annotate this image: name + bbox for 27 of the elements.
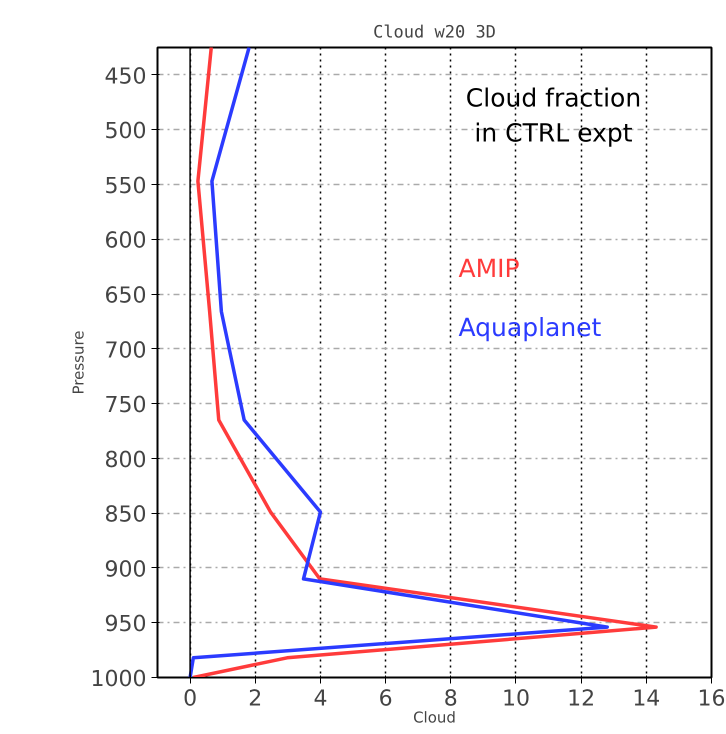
y-tick-label: 600 xyxy=(104,228,147,254)
annotation: Cloud fraction in CTRL expt xyxy=(466,84,642,148)
y-tick-label: 500 xyxy=(104,119,147,144)
y-tick-label: 800 xyxy=(104,448,147,473)
y-tick-label: 550 xyxy=(104,174,147,199)
x-tick-label: 2 xyxy=(248,686,262,712)
y-tick-label: 900 xyxy=(104,557,147,582)
x-tick-label: 16 xyxy=(698,686,726,712)
x-tick-label: 0 xyxy=(183,686,198,712)
x-tick-label: 14 xyxy=(632,686,660,712)
x-axis-title: Cloud xyxy=(413,708,456,726)
y-tick-label: 950 xyxy=(104,612,147,638)
x-tick-label: 8 xyxy=(444,686,458,712)
y-tick-label: 750 xyxy=(104,393,147,418)
y-tick-label: 700 xyxy=(104,338,147,364)
text: Aquaplanet xyxy=(458,313,602,342)
text: AMIP xyxy=(458,254,520,283)
y-tick-label: 650 xyxy=(104,284,147,309)
x-tick-label: 10 xyxy=(502,686,530,712)
y-tick-label: 850 xyxy=(104,502,147,528)
x-tick-label: 4 xyxy=(313,686,328,712)
y-axis-title: Pressure xyxy=(70,330,88,395)
x-tick-label: 12 xyxy=(567,686,596,712)
x-tick-label: 6 xyxy=(378,686,393,712)
y-tick-label: 1000 xyxy=(90,667,147,692)
chart-title: Cloud w20 3D xyxy=(373,22,496,42)
y-tick-label: 450 xyxy=(104,64,147,90)
